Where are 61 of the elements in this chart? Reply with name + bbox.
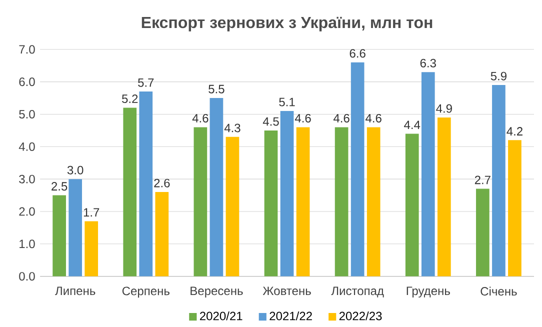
data-label: 3.0 <box>67 166 84 174</box>
y-tick-label: 5.0 <box>19 110 35 118</box>
x-tick-label: Липень <box>55 286 96 296</box>
y-tick-label: 6.0 <box>19 78 35 86</box>
x-tick-label: Січень <box>480 286 517 296</box>
data-label: 5.7 <box>138 78 154 87</box>
data-label: 5.2 <box>122 94 138 104</box>
bar <box>139 92 153 276</box>
data-label: 2.6 <box>154 178 170 188</box>
data-label: 2.5 <box>52 182 68 191</box>
x-tick-label: Серпень <box>122 286 170 298</box>
bar <box>437 117 451 276</box>
legend-label: 2020/21 <box>200 311 242 320</box>
bar <box>405 134 419 276</box>
data-label: 2.7 <box>474 176 490 184</box>
x-tick-label: Жовтень <box>262 286 311 296</box>
data-label: 4.4 <box>404 120 420 129</box>
x-tick-label: Листопад <box>331 286 384 298</box>
bar <box>366 127 380 276</box>
bar <box>68 179 82 276</box>
bar <box>155 192 169 276</box>
x-tick-label: Грудень <box>406 286 450 298</box>
legend-label: 2022/23 <box>339 311 382 320</box>
data-label: 6.6 <box>350 49 366 58</box>
x-tick-label: Вересень <box>190 286 243 298</box>
bar <box>52 195 66 276</box>
data-label: 5.9 <box>490 72 506 80</box>
data-label: 5.5 <box>208 84 224 94</box>
bar <box>264 130 278 276</box>
y-tick-label: 3.0 <box>19 174 35 184</box>
data-label: 4.3 <box>224 124 240 132</box>
bar <box>508 140 522 276</box>
data-label: 4.2 <box>506 127 522 136</box>
bar <box>296 127 310 276</box>
bar <box>334 127 348 276</box>
bar <box>84 221 98 276</box>
data-label: 4.6 <box>294 114 311 122</box>
y-tick-label: 1.0 <box>20 240 35 248</box>
data-label: 4.9 <box>436 104 452 113</box>
bar <box>421 72 435 276</box>
y-tick-label: 7.0 <box>19 45 35 54</box>
data-label: 4.5 <box>262 117 279 126</box>
bar <box>226 136 240 276</box>
y-tick-label: 4.0 <box>18 142 35 151</box>
bar <box>210 98 224 276</box>
data-label: 1.7 <box>84 208 100 216</box>
bar <box>280 110 294 276</box>
legend-label: 2021/22 <box>270 311 312 320</box>
bar <box>350 62 364 276</box>
chart-title: Експорт зернових з України, млн тон <box>142 16 432 32</box>
data-label: 6.3 <box>420 58 436 68</box>
bar <box>123 108 137 276</box>
data-label: 4.6 <box>333 114 350 122</box>
data-label: 4.6 <box>366 114 382 122</box>
y-tick-label: 2.0 <box>19 207 35 216</box>
bar <box>194 127 208 276</box>
bar <box>492 85 506 276</box>
data-label: 5.1 <box>279 98 295 106</box>
data-label: 4.6 <box>192 114 208 122</box>
bar <box>476 188 490 276</box>
y-tick-label: 0.0 <box>19 272 35 281</box>
